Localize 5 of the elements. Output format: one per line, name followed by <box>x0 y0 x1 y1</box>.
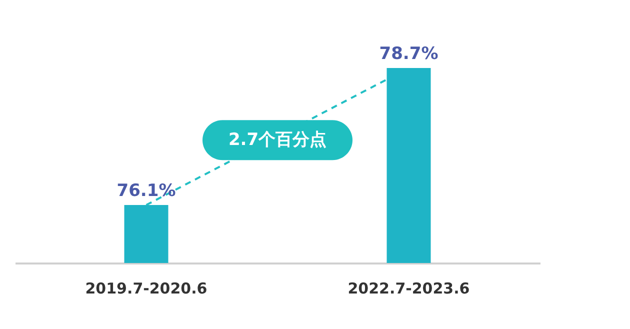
data-label: 76.1% <box>116 181 176 202</box>
annotation: 2.7个百分点 <box>228 130 327 150</box>
x-tick-label: 2022.7-2023.6 <box>348 280 470 298</box>
data-label: 78.7% <box>379 44 438 64</box>
x-tick-label: 2019.7-2020.6 <box>85 280 208 298</box>
